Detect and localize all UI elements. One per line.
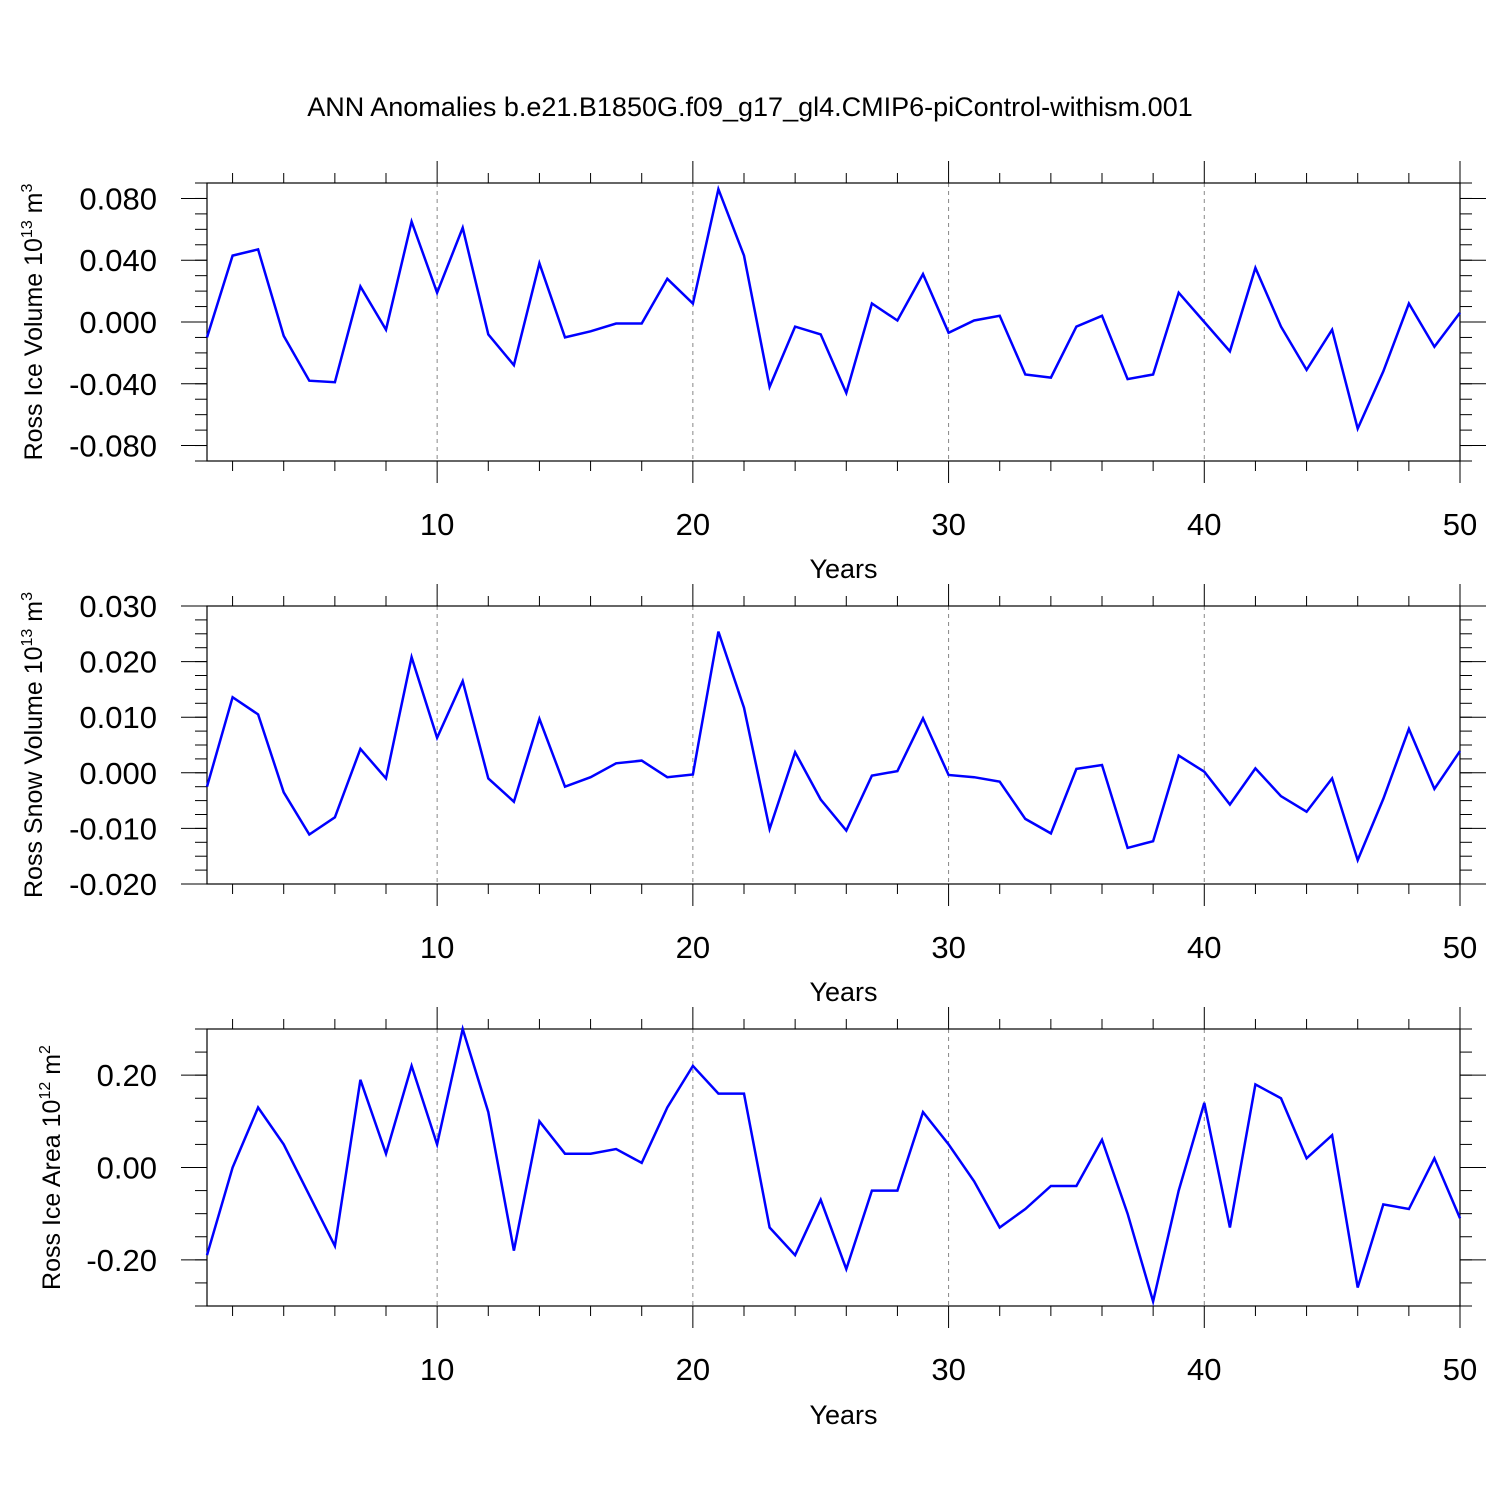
x-tick-label: 40 [1187, 930, 1221, 965]
y-tick-label: -0.040 [69, 367, 157, 402]
chart-title: ANN Anomalies b.e21.B1850G.f09_g17_gl4.C… [307, 92, 1193, 122]
x-axis-label: Years [809, 977, 877, 1007]
y-tick-label: 0.030 [79, 589, 157, 624]
x-tick-label: 40 [1187, 507, 1221, 542]
x-tick-label: 10 [420, 930, 454, 965]
plot-frame [206, 182, 1461, 462]
x-tick-label: 50 [1443, 507, 1477, 542]
x-tick-label: 20 [676, 507, 710, 542]
y-tick-label: 0.040 [79, 243, 157, 278]
y-axis-label: Ross Ice Volume 1013 m3 [19, 183, 48, 460]
panel-3: 10 20 30 40 50 -0.20 0.00 0.20 Years Ross Ice Are… [37, 1007, 1486, 1430]
x-tick-label: 50 [1443, 1352, 1477, 1387]
y-tick-label: 0.080 [79, 181, 157, 216]
panel-2: 10 20 30 40 50 -0.020 -0.010 0.000 0.010 0.020 0.0… [19, 584, 1486, 1007]
plot-frame [206, 605, 1461, 885]
y-tick-label: 0.020 [79, 645, 157, 680]
y-tick-label: 0.00 [97, 1151, 157, 1186]
x-tick-label: 10 [420, 1352, 454, 1387]
y-tick-label: -0.010 [69, 811, 157, 846]
panel-1: 10 20 30 40 50 -0.080 -0.040 0.000 0.040 0.080 Yea… [19, 161, 1486, 584]
y-tick-label: 0.20 [97, 1058, 157, 1093]
y-axis-label: Ross Ice Area 1012 m2 [37, 1045, 66, 1290]
x-tick-label: 10 [420, 507, 454, 542]
x-tick-label: 30 [931, 1352, 965, 1387]
x-axis-label: Years [809, 554, 877, 584]
y-axis-label: Ross Snow Volume 1013 m3 [19, 592, 48, 898]
y-tick-label: -0.020 [69, 867, 157, 902]
y-tick-label: 0.000 [79, 305, 157, 340]
plot-frame [206, 1028, 1461, 1307]
y-tick-label: 0.000 [79, 756, 157, 791]
series-line [205, 184, 1461, 433]
y-tick-label: 0.010 [79, 700, 157, 735]
y-tick-label: -0.20 [86, 1243, 157, 1278]
series-line [205, 631, 1462, 864]
x-tick-label: 50 [1443, 930, 1477, 965]
x-axis-label: Years [809, 1400, 877, 1430]
x-tick-label: 30 [931, 930, 965, 965]
x-tick-label: 40 [1187, 1352, 1221, 1387]
x-tick-label: 20 [676, 1352, 710, 1387]
series-line [205, 1024, 1462, 1307]
x-tick-label: 20 [676, 930, 710, 965]
y-tick-label: -0.080 [69, 429, 157, 464]
x-tick-label: 30 [931, 507, 965, 542]
